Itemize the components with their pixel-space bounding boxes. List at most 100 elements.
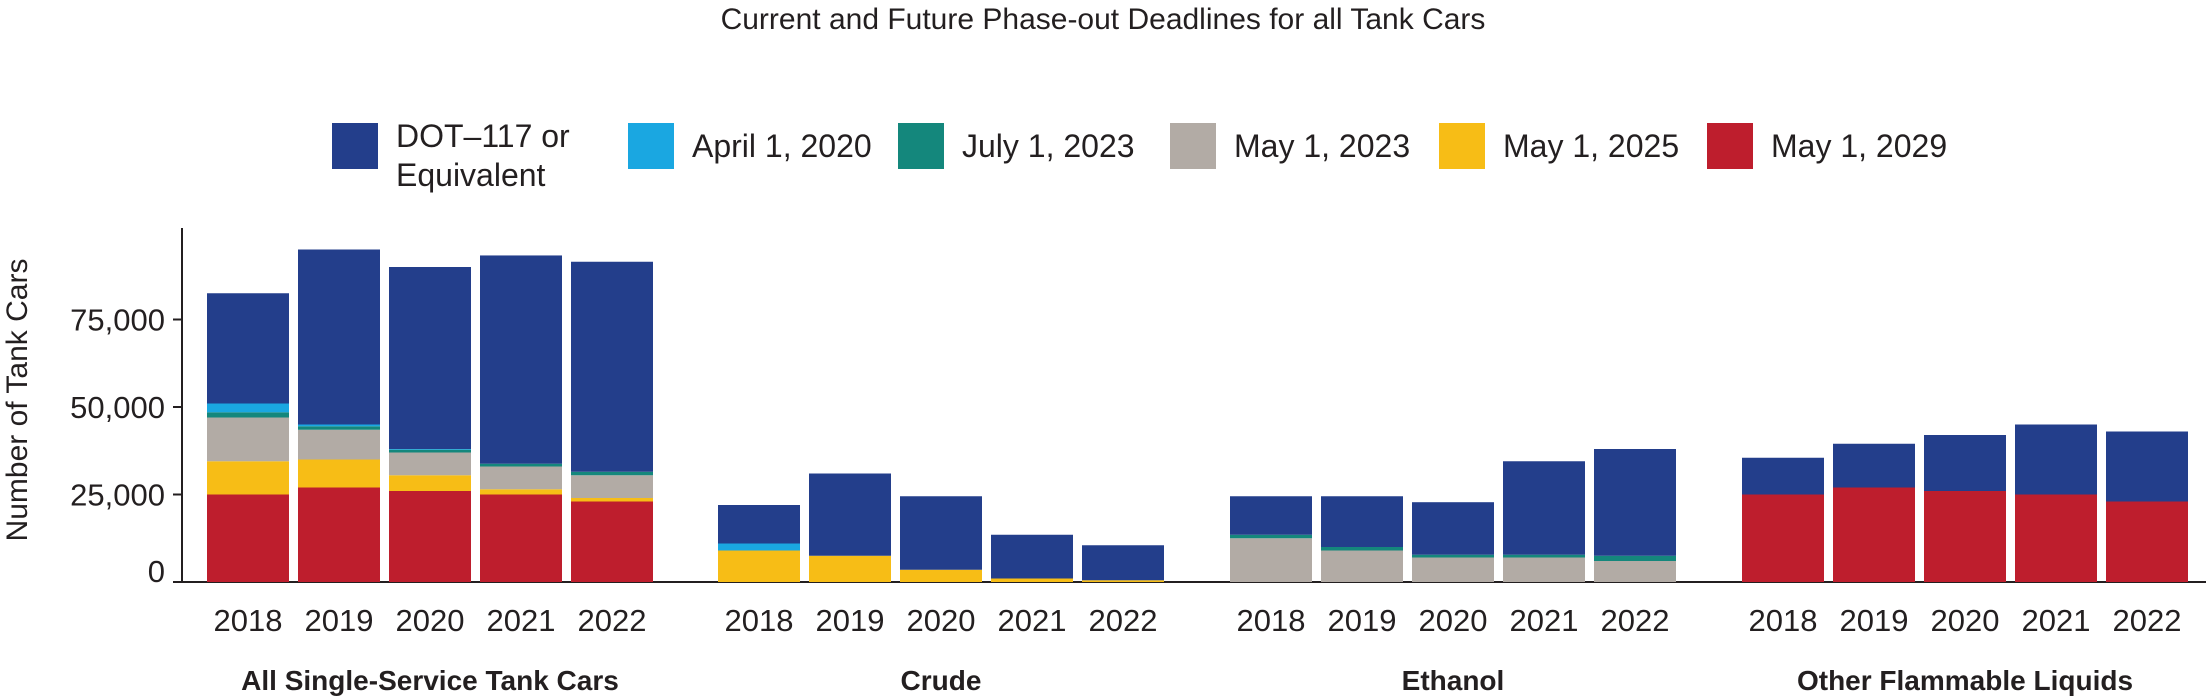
bar-segment-may2029-2018 bbox=[1742, 494, 1824, 582]
y-tick-label: 50,000 bbox=[70, 390, 165, 425]
legend-item-apr2020: April 1, 2020 bbox=[628, 123, 872, 169]
bar-segment-dot117-2020 bbox=[1924, 435, 2006, 491]
x-tick-label: 2019 bbox=[1328, 603, 1397, 638]
legend-swatch-may2025 bbox=[1439, 123, 1485, 169]
bar-segment-may2023-2018 bbox=[207, 417, 289, 462]
bar-segment-may2025-2021 bbox=[480, 489, 562, 495]
group-label: Other Flammable Liquids bbox=[1797, 665, 2133, 696]
bar-segment-apr2020-2018 bbox=[718, 543, 800, 551]
x-tick-label: 2018 bbox=[725, 603, 794, 638]
bar-segment-may2029-2018 bbox=[207, 494, 289, 582]
bar-segment-may2025-2019 bbox=[298, 459, 380, 488]
bar-segment-apr2020-2018 bbox=[207, 403, 289, 413]
legend-swatch-may2023 bbox=[1170, 123, 1216, 169]
x-tick-label: 2020 bbox=[1931, 603, 2000, 638]
bar-segment-dot117-2021 bbox=[991, 534, 1073, 579]
bar-segment-jul2023-2018 bbox=[1230, 534, 1312, 539]
bar-segment-dot117-2021 bbox=[480, 255, 562, 464]
y-axis-label: Number of Tank Cars bbox=[1, 259, 34, 542]
bar-segment-apr2020-2020 bbox=[389, 449, 471, 450]
bar-segment-dot117-2022 bbox=[2106, 431, 2188, 502]
bar-segment-may2023-2019 bbox=[298, 429, 380, 460]
bar-segment-jul2023-2021 bbox=[1503, 554, 1585, 558]
x-tick-label: 2022 bbox=[2113, 603, 2182, 638]
bar-segment-may2025-2018 bbox=[207, 461, 289, 495]
bar-segment-dot117-2021 bbox=[1503, 461, 1585, 555]
bar-segment-may2023-2022 bbox=[1594, 561, 1676, 582]
bar-segment-may2029-2020 bbox=[1924, 491, 2006, 582]
bar-segment-dot117-2020 bbox=[900, 496, 982, 570]
bar-segment-dot117-2019 bbox=[298, 249, 380, 425]
legend-label-may2025: May 1, 2025 bbox=[1503, 128, 1679, 164]
bar-segment-dot117-2020 bbox=[389, 267, 471, 449]
x-tick-label: 2021 bbox=[1510, 603, 1579, 638]
bar-segment-may2025-2020 bbox=[900, 569, 982, 582]
group-label: All Single-Service Tank Cars bbox=[241, 665, 619, 696]
chart-title: Current and Future Phase-out Deadlines f… bbox=[721, 3, 1486, 36]
legend-label-dot117: DOT–117 or Equivalent bbox=[396, 118, 570, 193]
y-tick-label: 25,000 bbox=[70, 478, 165, 513]
bar-segment-may2025-2022 bbox=[571, 498, 653, 502]
bar-segment-may2029-2020 bbox=[389, 491, 471, 582]
bar-segment-jul2023-2018 bbox=[207, 412, 289, 418]
legend-item-may2029: May 1, 2029 bbox=[1707, 123, 1947, 169]
legend-swatch-may2029 bbox=[1707, 123, 1753, 169]
bar-segment-dot117-2019 bbox=[809, 473, 891, 556]
group-label: Crude bbox=[901, 665, 982, 696]
bar-segment-dot117-2018 bbox=[207, 293, 289, 404]
bar-segment-jul2023-2021 bbox=[480, 463, 562, 467]
legend-swatch-jul2023 bbox=[898, 123, 944, 169]
bar-segment-dot117-2022 bbox=[571, 261, 653, 472]
bar-segment-jul2023-2022 bbox=[1594, 555, 1676, 561]
legend-swatch-apr2020 bbox=[628, 123, 674, 169]
x-tick-label: 2020 bbox=[907, 603, 976, 638]
x-tick-label: 2022 bbox=[1089, 603, 1158, 638]
bar-group-2 bbox=[718, 473, 1164, 582]
bar-segment-jul2023-2020 bbox=[1412, 554, 1494, 558]
bar-segment-may2029-2019 bbox=[1833, 487, 1915, 582]
bar-segment-may2029-2022 bbox=[571, 501, 653, 582]
x-tick-label: 2021 bbox=[2022, 603, 2091, 638]
bar-segment-jul2023-2019 bbox=[298, 426, 380, 430]
legend-swatch-dot117 bbox=[332, 123, 378, 169]
bar-segment-may2023-2021 bbox=[480, 466, 562, 490]
bar-segment-may2029-2019 bbox=[298, 487, 380, 582]
bar-segment-may2023-2020 bbox=[389, 452, 471, 476]
bar-segment-dot117-2018 bbox=[718, 505, 800, 544]
bar-segment-dot117-2018 bbox=[1230, 496, 1312, 535]
bar-group-3 bbox=[1230, 449, 1676, 582]
bar-segment-jul2023-2020 bbox=[389, 449, 471, 453]
x-tick-label: 2021 bbox=[487, 603, 556, 638]
bar-segment-may2023-2022 bbox=[571, 475, 653, 498]
bar-segment-dot117-2022 bbox=[1082, 545, 1164, 581]
x-tick-label: 2019 bbox=[1840, 603, 1909, 638]
bar-segment-apr2020-2019 bbox=[298, 424, 380, 427]
plot-area bbox=[207, 249, 2188, 582]
bar-segment-may2029-2021 bbox=[480, 494, 562, 582]
bar-segment-may2025-2022 bbox=[1082, 580, 1164, 582]
bar-segment-dot117-2019 bbox=[1321, 496, 1403, 547]
y-tick-label: 75,000 bbox=[70, 303, 165, 338]
bar-segment-may2025-2020 bbox=[389, 475, 471, 491]
legend-item-jul2023: July 1, 2023 bbox=[898, 123, 1135, 169]
y-tick-label: 0 bbox=[148, 554, 165, 589]
x-tick-label: 2019 bbox=[816, 603, 885, 638]
x-tick-label: 2018 bbox=[1749, 603, 1818, 638]
bar-segment-dot117-2022 bbox=[1594, 449, 1676, 556]
bar-segment-may2025-2019 bbox=[809, 555, 891, 582]
legend: DOT–117 or Equivalent April 1, 2020 July 1,… bbox=[332, 118, 1947, 193]
bar-segment-dot117-2018 bbox=[1742, 457, 1824, 495]
bar-segment-may2023-2020 bbox=[1412, 557, 1494, 582]
bar-segment-may2023-2019 bbox=[1321, 550, 1403, 582]
legend-label-apr2020: April 1, 2020 bbox=[692, 128, 872, 164]
x-tick-label: 2019 bbox=[305, 603, 374, 638]
bar-segment-may2029-2022 bbox=[2106, 501, 2188, 582]
bar-segment-may2025-2021 bbox=[991, 578, 1073, 582]
bar-segment-jul2023-2019 bbox=[1321, 547, 1403, 551]
x-tick-label: 2021 bbox=[998, 603, 1067, 638]
bar-group-1 bbox=[207, 249, 653, 582]
x-tick-label: 2022 bbox=[578, 603, 647, 638]
x-tick-label: 2020 bbox=[396, 603, 465, 638]
bar-segment-may2029-2021 bbox=[2015, 494, 2097, 582]
